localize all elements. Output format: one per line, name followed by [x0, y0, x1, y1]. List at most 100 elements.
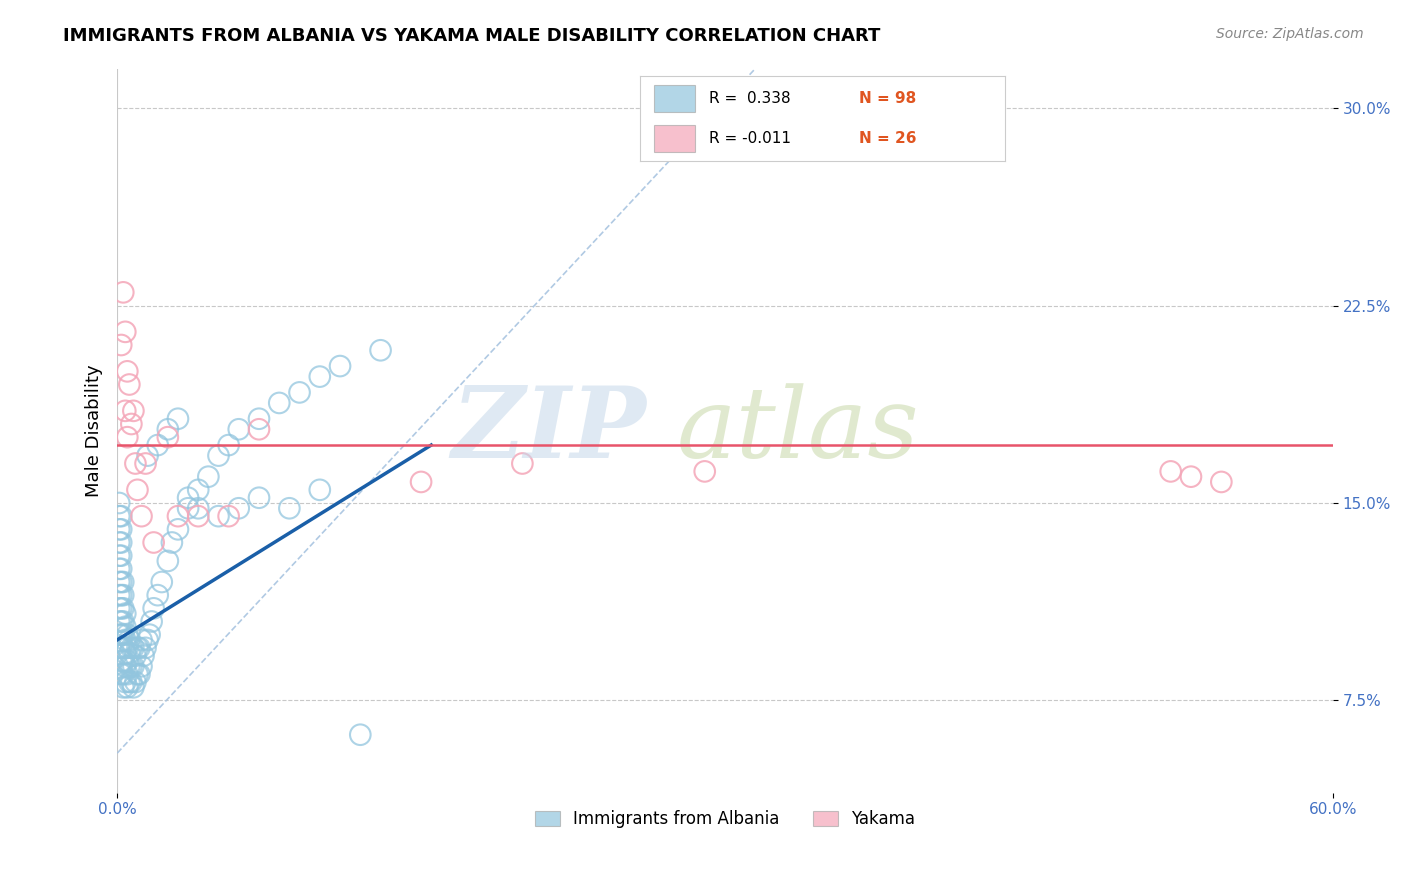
Point [108, 562, 131, 576]
Point [187, 501, 209, 516]
Point [117, 628, 139, 642]
Point [1211, 475, 1233, 489]
Point [124, 648, 146, 663]
Point [108, 535, 131, 549]
Point [177, 501, 200, 516]
Point [308, 483, 330, 497]
Point [118, 377, 141, 392]
Point [124, 675, 146, 690]
Point [110, 549, 132, 563]
Point [108, 496, 131, 510]
Point [114, 632, 136, 647]
Point [136, 449, 159, 463]
Point [124, 457, 146, 471]
Point [112, 640, 135, 655]
Point [409, 475, 432, 489]
Point [132, 648, 155, 663]
Point [228, 501, 250, 516]
Point [112, 588, 135, 602]
Point [142, 535, 165, 549]
Point [118, 659, 141, 673]
Point [110, 535, 132, 549]
Text: R =  0.338: R = 0.338 [709, 91, 790, 106]
Point [117, 364, 139, 378]
Point [1160, 464, 1182, 478]
Point [120, 675, 142, 690]
Point [122, 681, 145, 695]
Point [512, 457, 534, 471]
Point [110, 654, 132, 668]
Point [135, 640, 157, 655]
Point [131, 509, 153, 524]
Point [218, 509, 240, 524]
Point [187, 483, 209, 497]
Point [120, 659, 142, 673]
Point [110, 628, 132, 642]
Point [112, 667, 135, 681]
Point [876, 114, 898, 128]
Point [112, 628, 135, 642]
Legend: Immigrants from Albania, Yakama: Immigrants from Albania, Yakama [529, 804, 922, 835]
Point [693, 464, 716, 478]
Point [114, 659, 136, 673]
Point [114, 325, 136, 339]
Text: N = 98: N = 98 [859, 91, 917, 106]
Point [127, 667, 149, 681]
Point [207, 509, 229, 524]
Point [160, 535, 183, 549]
Point [167, 509, 190, 524]
Point [141, 615, 163, 629]
Point [114, 620, 136, 634]
Point [146, 438, 169, 452]
Point [247, 422, 270, 436]
Point [110, 338, 132, 352]
Point [117, 667, 139, 681]
Text: IMMIGRANTS FROM ALBANIA VS YAKAMA MALE DISABILITY CORRELATION CHART: IMMIGRANTS FROM ALBANIA VS YAKAMA MALE D… [63, 27, 880, 45]
Point [127, 483, 149, 497]
Point [122, 404, 145, 418]
Point [110, 509, 132, 524]
Point [156, 430, 179, 444]
Point [177, 491, 200, 505]
Point [288, 385, 311, 400]
Point [142, 601, 165, 615]
Point [108, 628, 131, 642]
Point [118, 675, 141, 690]
Point [122, 640, 145, 655]
Point [308, 369, 330, 384]
Point [138, 628, 160, 642]
Text: Source: ZipAtlas.com: Source: ZipAtlas.com [1216, 27, 1364, 41]
Point [110, 615, 132, 629]
Point [110, 574, 132, 589]
Point [108, 588, 131, 602]
Bar [654, 85, 695, 112]
Text: R = -0.011: R = -0.011 [709, 131, 792, 146]
Point [108, 509, 131, 524]
Point [228, 422, 250, 436]
Point [112, 285, 135, 300]
Point [110, 588, 132, 602]
Point [247, 411, 270, 425]
Point [120, 640, 142, 655]
Point [112, 601, 135, 615]
Point [110, 562, 132, 576]
Point [146, 588, 169, 602]
Point [135, 457, 157, 471]
Point [218, 438, 240, 452]
Point [114, 404, 136, 418]
Point [127, 640, 149, 655]
Point [187, 509, 209, 524]
Point [1180, 469, 1202, 483]
Point [112, 654, 135, 668]
Point [122, 659, 145, 673]
Point [136, 632, 159, 647]
Point [207, 449, 229, 463]
Point [128, 667, 150, 681]
Bar [654, 125, 695, 152]
Point [370, 343, 392, 358]
Point [197, 469, 219, 483]
Point [112, 615, 135, 629]
Text: N = 26: N = 26 [859, 131, 917, 146]
Point [150, 574, 173, 589]
Point [112, 574, 135, 589]
